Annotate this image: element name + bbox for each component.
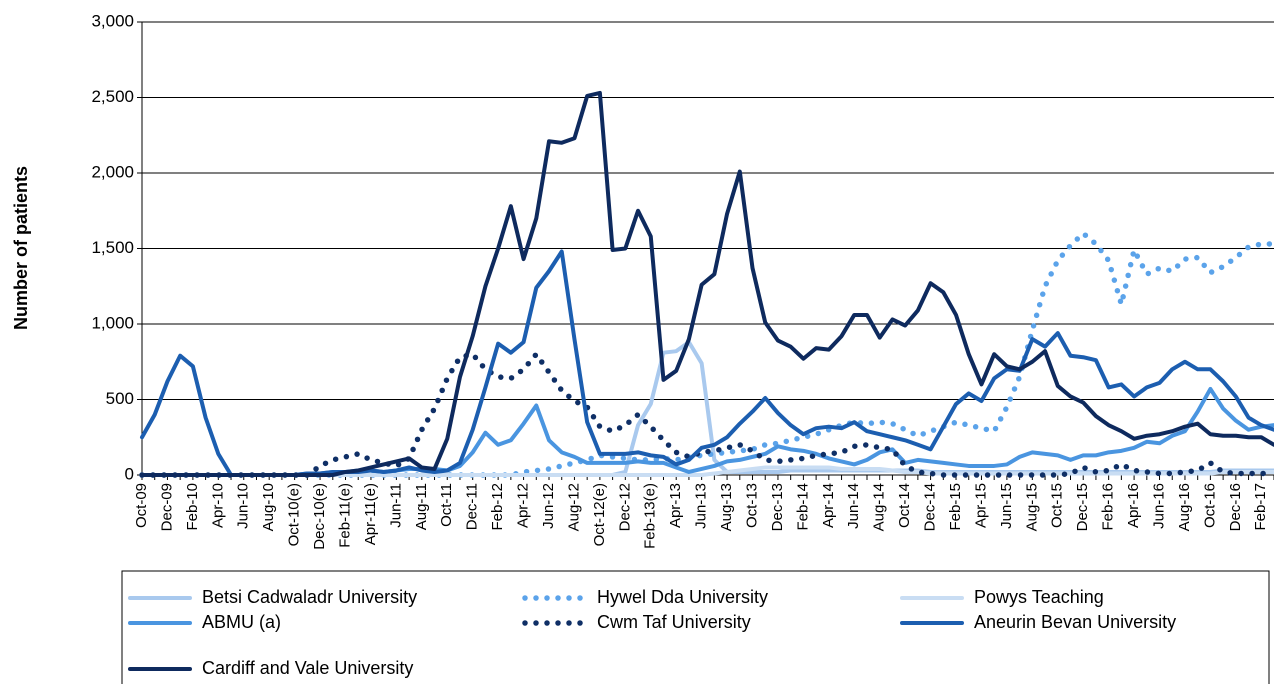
legend-label: Cardiff and Vale University [202, 658, 413, 678]
x-tick-label: Dec-09 [158, 483, 175, 531]
x-tick-label: Aug-16 [1176, 483, 1193, 531]
y-tick-label: 2,500 [91, 87, 134, 106]
x-tick-label: Oct-09 [133, 483, 150, 528]
x-tick-label: Apr-10 [209, 483, 226, 528]
x-tick-label: Feb-11(e) [336, 483, 353, 548]
x-tick-label: Apr-11(e) [362, 483, 379, 545]
series-line [140, 90, 1274, 477]
x-tick-label: Dec-12 [616, 483, 633, 531]
x-tick-label: Apr-12 [515, 483, 532, 528]
legend-label: Aneurin Bevan University [974, 612, 1176, 632]
y-tick-label: 500 [106, 389, 134, 408]
x-tick-label: Aug-14 [871, 483, 888, 531]
y-tick-label: 1,000 [91, 313, 134, 332]
y-axis-title: Number of patients [11, 166, 31, 330]
x-tick-label: Feb-17 [1252, 483, 1269, 531]
x-tick-label: Oct-12(e) [591, 483, 608, 546]
x-tick-label: Jun-14 [845, 483, 862, 529]
x-tick-label: Jun-15 [998, 483, 1015, 529]
y-tick-label: 0 [125, 464, 134, 483]
legend-box [121, 570, 1270, 684]
x-tick-label: Dec-11 [464, 483, 481, 530]
x-tick-label: Feb-10 [184, 483, 201, 531]
x-tick-label: Feb-15 [947, 483, 964, 531]
x-tick-label: Oct-10(e) [286, 483, 303, 546]
x-tick-label: Oct-16 [1201, 483, 1218, 528]
legend-label: Hywel Dda University [597, 587, 768, 607]
x-tick-label: Oct-14 [896, 483, 913, 528]
x-tick-label: Aug-15 [1023, 483, 1040, 531]
x-tick-label: Dec-13 [769, 483, 786, 531]
x-tick-label: Apr-15 [972, 483, 989, 528]
series-line [139, 351, 1274, 478]
legend-label: ABMU (a) [202, 612, 281, 632]
x-tick-label: Dec-16 [1227, 483, 1244, 531]
x-tick-label: Oct-15 [1049, 483, 1066, 528]
y-tick-label: 3,000 [91, 11, 134, 30]
x-tick-label: Aug-13 [718, 483, 735, 531]
y-tick-label: 2,000 [91, 162, 134, 181]
x-tick-label: Apr-14 [820, 483, 837, 528]
x-tick-label: Jun-11 [387, 483, 404, 528]
x-tick-label: Feb-12 [489, 483, 506, 531]
x-tick-label: Feb-14 [794, 483, 811, 531]
y-tick-label: 1,500 [91, 238, 134, 257]
x-tick-label: Feb-13(e) [642, 483, 659, 549]
series-line [139, 230, 1274, 478]
x-tick-label: Aug-12 [565, 483, 582, 531]
x-tick-label: Jun-13 [693, 483, 710, 529]
x-tick-label: Oct-11 [438, 483, 455, 527]
x-tick-label: Jun-16 [1150, 483, 1167, 529]
x-tick-label: Oct-13 [743, 483, 760, 528]
x-tick-label: Aug-10 [260, 483, 277, 531]
x-tick-label: Feb-16 [1100, 483, 1117, 531]
x-tick-label: Apr-16 [1125, 483, 1142, 528]
legend-label: Cwm Taf University [597, 612, 751, 632]
x-tick-label: Dec-14 [922, 483, 939, 531]
series-line [140, 249, 1274, 477]
legend-label: Powys Teaching [974, 587, 1104, 607]
x-tick-label: Apr-13 [667, 483, 684, 528]
x-tick-label: Jun-12 [540, 483, 557, 529]
legend-label: Betsi Cadwaladr University [202, 587, 417, 607]
x-tick-label: Jun-10 [235, 483, 252, 529]
x-tick-label: Dec-15 [1074, 483, 1091, 531]
x-tick-label: Dec-10(e) [311, 483, 328, 550]
x-tick-label: Aug-11 [413, 483, 430, 530]
